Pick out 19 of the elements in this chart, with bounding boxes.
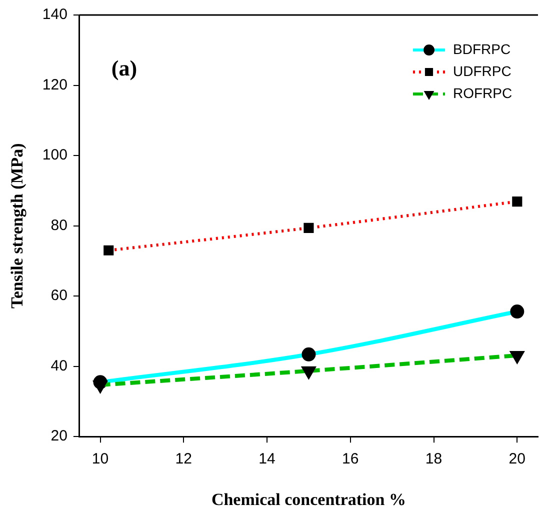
x-tick-label: 12 [175,450,192,468]
y-tick-label: 40 [50,357,68,374]
legend-label: UDFRPC [453,62,512,79]
x-tick-label: 18 [425,450,442,468]
annotation: (a) [111,56,138,81]
y-tick-label: 120 [42,76,68,94]
y-tick-label: 60 [50,287,68,304]
x-axis-title: Chemical concentration % [211,490,406,510]
y-tick-label: 20 [50,428,68,445]
y-tick-label: 140 [42,6,68,24]
x-tick-label: 16 [342,450,359,468]
x-tick-label: 20 [508,450,526,468]
x-tick-label: 10 [92,450,109,468]
legend-label: ROFRPC [453,84,512,101]
y-tick-label: 80 [50,216,68,234]
legend-label: BDFRPC [453,40,511,57]
y-tick-label: 100 [42,146,68,164]
x-tick-label: 14 [258,450,276,468]
y-axis-title: Tensile strength (MPa) [8,143,27,308]
